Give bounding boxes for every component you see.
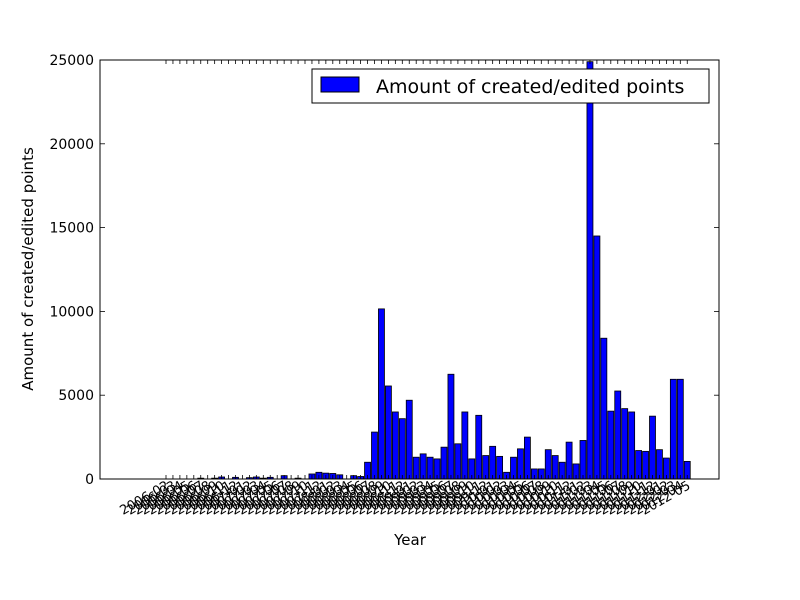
bar bbox=[628, 411, 636, 480]
legend-box bbox=[311, 68, 710, 104]
bar bbox=[593, 235, 601, 480]
bar bbox=[614, 390, 622, 480]
bar bbox=[371, 431, 378, 480]
legend: Amount of created/edited points bbox=[311, 68, 710, 104]
bar bbox=[447, 373, 455, 480]
bar bbox=[635, 450, 642, 480]
y-tick-label: 25000 bbox=[49, 53, 94, 69]
bar bbox=[676, 378, 684, 480]
bars-group bbox=[197, 61, 691, 480]
bar bbox=[586, 61, 594, 480]
bar bbox=[517, 448, 524, 480]
y-ticks-group: 0 5000 10000 15000 20000 25000 bbox=[49, 53, 719, 488]
bar bbox=[489, 445, 497, 480]
plot-frame bbox=[99, 59, 720, 480]
legend-label: Amount of created/edited points bbox=[376, 76, 684, 98]
bar bbox=[524, 436, 531, 480]
bar bbox=[607, 410, 615, 480]
bar bbox=[384, 385, 392, 480]
bar bbox=[656, 449, 663, 480]
y-tick-label: 20000 bbox=[49, 137, 94, 153]
bar bbox=[378, 308, 385, 480]
bar bbox=[461, 411, 469, 480]
y-tick-label: 0 bbox=[85, 472, 94, 488]
legend-swatch bbox=[320, 76, 360, 93]
bar bbox=[565, 441, 573, 480]
bar bbox=[544, 449, 552, 480]
bar bbox=[405, 399, 413, 480]
bar bbox=[649, 415, 656, 480]
bar bbox=[579, 440, 587, 480]
bar bbox=[621, 408, 629, 480]
bar bbox=[669, 378, 677, 480]
bar bbox=[642, 450, 649, 480]
x-ticks-group: 2006-022006-032006-042006-052006-062006-… bbox=[117, 60, 693, 519]
y-tick-label: 10000 bbox=[49, 304, 94, 320]
y-tick-label: 15000 bbox=[49, 221, 94, 237]
y-axis-label: Amount of created/edited points bbox=[19, 147, 37, 391]
bar bbox=[391, 411, 399, 480]
bar bbox=[440, 446, 448, 480]
x-axis-label: Year bbox=[393, 531, 427, 549]
bar bbox=[475, 414, 483, 480]
bar bbox=[454, 443, 462, 480]
bar bbox=[398, 418, 406, 480]
bar bbox=[600, 337, 608, 480]
y-tick-label: 5000 bbox=[58, 388, 94, 404]
